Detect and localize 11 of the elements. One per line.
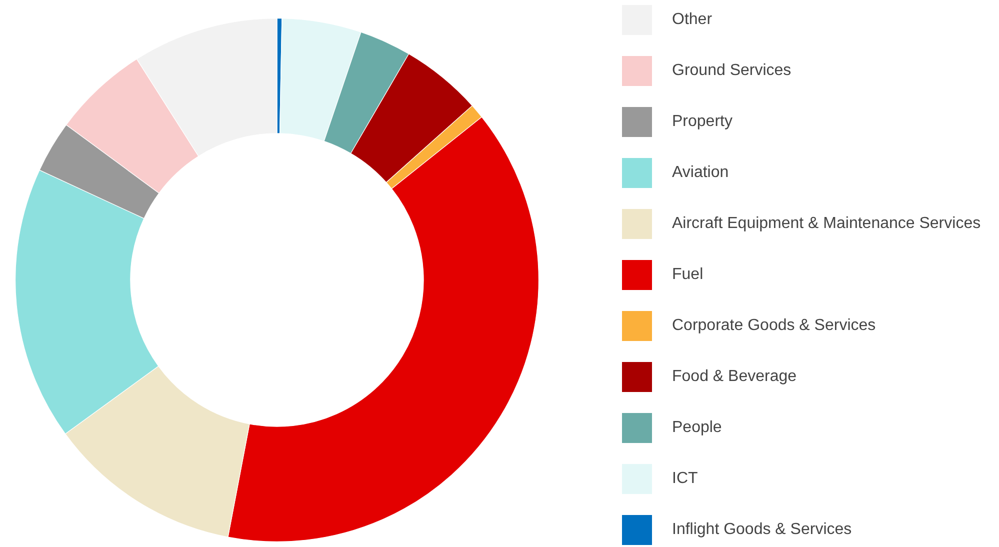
legend-label: Inflight Goods & Services <box>672 521 852 539</box>
legend-label: Corporate Goods & Services <box>672 317 876 335</box>
legend-label: Property <box>672 113 732 131</box>
legend-label: Other <box>672 11 712 29</box>
legend-label: Food & Beverage <box>672 368 797 386</box>
legend-label: Aviation <box>672 164 729 182</box>
legend-label: Aircraft Equipment & Maintenance Services <box>672 215 981 233</box>
legend-label: ICT <box>672 470 698 488</box>
legend-label: People <box>672 419 722 437</box>
legend-label: Ground Services <box>672 62 792 80</box>
legend-label: Fuel <box>672 266 704 284</box>
